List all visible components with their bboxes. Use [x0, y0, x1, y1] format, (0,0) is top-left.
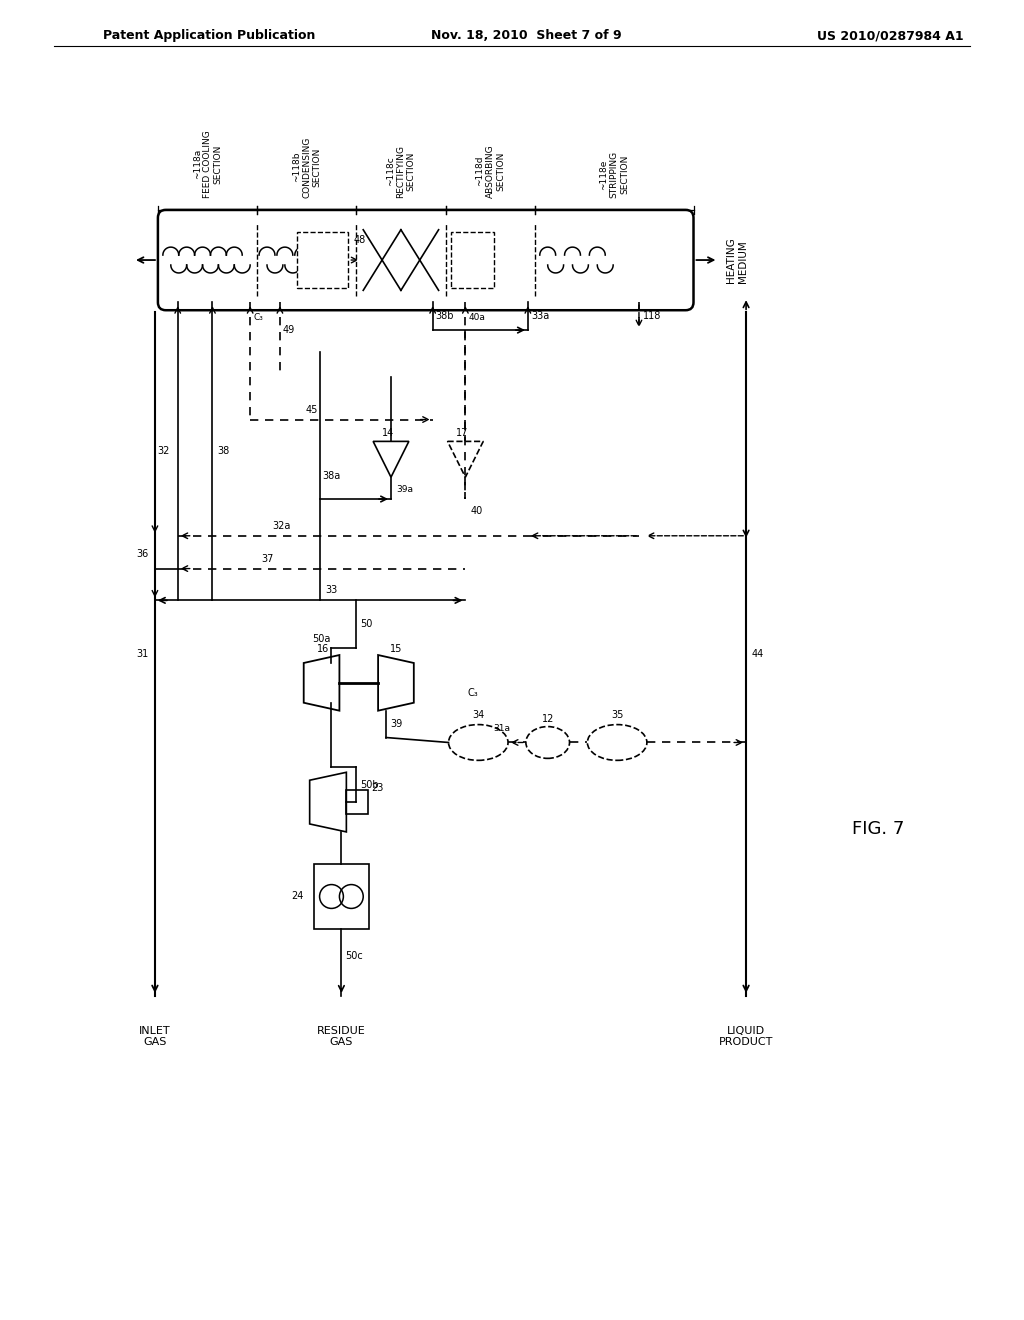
Text: 49: 49	[283, 325, 295, 334]
Text: 36: 36	[137, 549, 148, 558]
Text: 33a: 33a	[530, 312, 549, 321]
Text: 32a: 32a	[272, 521, 291, 531]
Text: 48: 48	[353, 235, 366, 246]
Text: 50: 50	[360, 619, 373, 630]
Text: ~118d
ABSORBING
SECTION: ~118d ABSORBING SECTION	[475, 144, 505, 198]
Text: 34: 34	[472, 710, 484, 719]
Text: 44: 44	[752, 649, 764, 659]
Text: 17: 17	[457, 429, 469, 438]
Text: ~118a
FEED COOLING
SECTION: ~118a FEED COOLING SECTION	[193, 131, 222, 198]
Text: 15: 15	[390, 644, 402, 655]
Text: 24: 24	[292, 891, 304, 902]
Text: 45: 45	[305, 405, 317, 414]
Text: 39a: 39a	[396, 484, 413, 494]
Text: 39: 39	[390, 719, 402, 729]
Text: 38a: 38a	[323, 471, 341, 482]
Bar	[451, 232, 495, 288]
Text: Patent Application Publication: Patent Application Publication	[103, 29, 315, 42]
Text: 32: 32	[158, 446, 170, 457]
FancyBboxPatch shape	[158, 210, 693, 310]
Text: INLET
GAS: INLET GAS	[139, 1026, 171, 1047]
Bar	[313, 863, 370, 929]
Text: LIQUID
PRODUCT: LIQUID PRODUCT	[719, 1026, 773, 1047]
Text: 40: 40	[470, 506, 482, 516]
Text: 31a: 31a	[494, 725, 511, 733]
Text: 16: 16	[317, 644, 330, 655]
Text: 12: 12	[542, 714, 554, 723]
Text: FIG. 7: FIG. 7	[852, 820, 904, 838]
Text: 31: 31	[137, 649, 148, 659]
Text: 33: 33	[326, 586, 338, 595]
Text: C₃: C₃	[253, 313, 263, 322]
Text: 50c: 50c	[345, 952, 364, 961]
Text: 37: 37	[261, 553, 273, 564]
Text: US 2010/0287984 A1: US 2010/0287984 A1	[817, 29, 965, 42]
Text: RESIDUE
GAS: RESIDUE GAS	[317, 1026, 366, 1047]
Text: 118: 118	[643, 312, 662, 321]
Bar	[346, 791, 369, 814]
Text: ~118e
STRIPPING
SECTION: ~118e STRIPPING SECTION	[599, 150, 629, 198]
Bar	[297, 232, 348, 288]
Text: 38: 38	[217, 446, 229, 457]
Text: C₃: C₃	[468, 688, 478, 698]
Text: Nov. 18, 2010  Sheet 7 of 9: Nov. 18, 2010 Sheet 7 of 9	[431, 29, 622, 42]
Text: ~118b
CONDENSING
SECTION: ~118b CONDENSING SECTION	[292, 136, 322, 198]
Text: 35: 35	[611, 710, 624, 719]
Text: 40a: 40a	[468, 313, 485, 322]
Text: 23: 23	[371, 783, 384, 793]
Text: HEATING
MEDIUM: HEATING MEDIUM	[726, 238, 748, 282]
Text: 38b: 38b	[435, 312, 454, 321]
Text: 50a: 50a	[312, 634, 331, 644]
Text: ~118c
RECTIFYING
SECTION: ~118c RECTIFYING SECTION	[386, 145, 416, 198]
Text: 50b: 50b	[360, 780, 379, 789]
Text: 14: 14	[382, 429, 394, 438]
